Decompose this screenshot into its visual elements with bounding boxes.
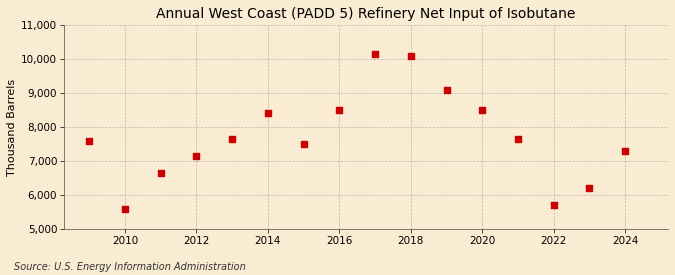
Point — [441, 87, 452, 92]
Y-axis label: Thousand Barrels: Thousand Barrels — [7, 78, 17, 175]
Point — [298, 142, 309, 146]
Point — [584, 186, 595, 191]
Point — [263, 111, 273, 116]
Point — [227, 137, 238, 141]
Point — [406, 53, 416, 58]
Point — [620, 148, 630, 153]
Point — [370, 52, 381, 56]
Point — [548, 203, 559, 207]
Point — [477, 108, 487, 112]
Point — [119, 207, 130, 211]
Point — [191, 154, 202, 158]
Point — [155, 171, 166, 175]
Point — [334, 108, 345, 112]
Point — [84, 138, 95, 143]
Point — [512, 137, 523, 141]
Text: Source: U.S. Energy Information Administration: Source: U.S. Energy Information Administ… — [14, 262, 245, 272]
Title: Annual West Coast (PADD 5) Refinery Net Input of Isobutane: Annual West Coast (PADD 5) Refinery Net … — [157, 7, 576, 21]
